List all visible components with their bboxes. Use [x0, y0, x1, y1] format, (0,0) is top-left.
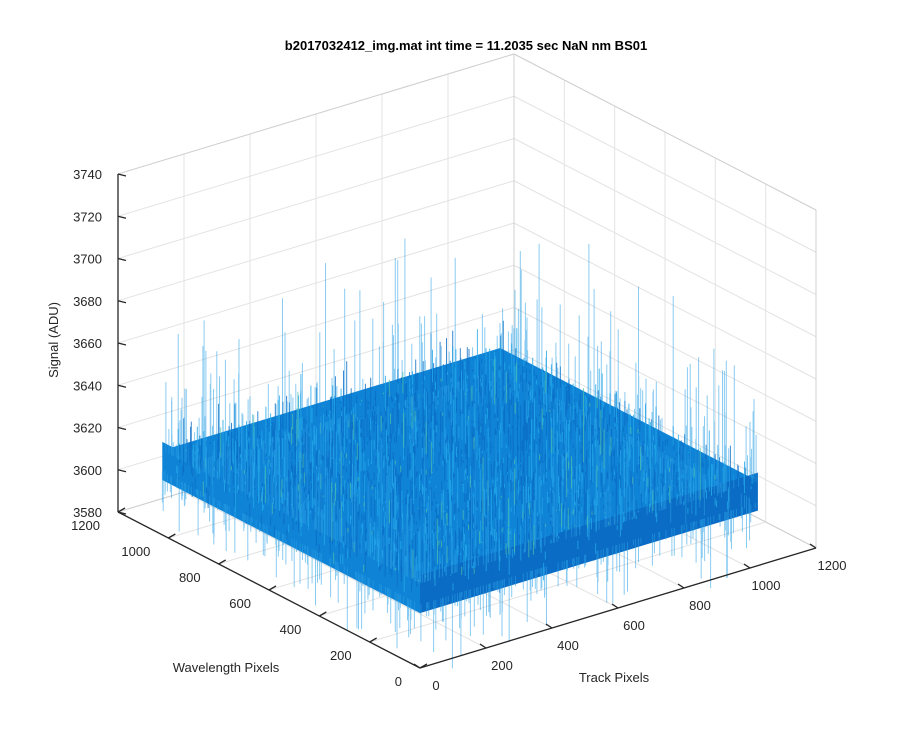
right-wall-grid-line	[513, 264, 817, 422]
y-tick-mark	[168, 533, 176, 539]
axes	[117, 173, 817, 669]
z-tick-mark	[117, 384, 127, 388]
z-tick-label: 3620	[73, 421, 102, 436]
surface-spikes	[161, 238, 757, 669]
y-tick-mark	[268, 585, 277, 591]
back-wall-grid-line	[117, 264, 515, 386]
z-tick-label: 3640	[73, 378, 102, 393]
y-axis-label: Wavelength Pixels	[173, 660, 280, 675]
x-tick-label: 400	[557, 638, 579, 653]
z-tick-label: 3580	[73, 505, 102, 520]
chart-title: b2017032412_img.mat int time = 11.2035 s…	[285, 38, 647, 53]
box-edge	[513, 53, 817, 211]
z-tick-label: 3720	[73, 209, 102, 224]
z-tick-mark	[117, 469, 127, 473]
z-tick-mark	[117, 511, 127, 515]
back-wall-grid-line	[117, 180, 515, 302]
back-wall-grid-line	[117, 95, 515, 217]
y-tick-mark	[218, 559, 226, 565]
right-wall-grid-line	[513, 222, 817, 380]
z-axis-label: Signal (ADU)	[46, 302, 61, 378]
y-tick-mark	[319, 611, 327, 617]
z-tick-mark	[117, 426, 127, 431]
z-tick-mark	[117, 257, 127, 262]
y-tick-mark	[117, 507, 126, 513]
surface	[161, 238, 758, 669]
z-tick-label: 3740	[73, 167, 102, 182]
y-tick-label: 600	[229, 596, 251, 611]
x-tick-mark	[809, 543, 817, 549]
z-tick-label: 3680	[73, 294, 102, 309]
y-tick-label: 1000	[121, 544, 150, 559]
back-wall-grid-line	[117, 307, 515, 428]
z-tick-label: 3600	[73, 463, 102, 478]
x-tick-mark	[413, 663, 421, 669]
box-edge	[117, 53, 515, 175]
z-tick-mark	[117, 342, 127, 346]
z-tick-mark	[117, 215, 127, 219]
right-wall-grid-line	[513, 180, 817, 338]
y-tick-mark	[369, 637, 377, 643]
x-tick-label: 1000	[752, 578, 781, 593]
tick-labels: 0 200 400 600 800 1000 1200 0 200 400 600 800 1000 12…	[71, 167, 846, 693]
x-tick-mark	[743, 563, 751, 569]
x-tick-label: 0	[432, 678, 439, 693]
right-wall-grid-line	[513, 95, 817, 253]
x-tick-label: 600	[623, 618, 645, 633]
y-tick-label: 400	[280, 622, 302, 637]
x-axis-label: Track Pixels	[579, 670, 650, 685]
right-wall-grid-line	[513, 349, 817, 507]
x-tick-mark	[677, 583, 685, 589]
y-tick-label: 1200	[71, 518, 100, 533]
x-tick-mark	[611, 603, 619, 609]
x-tick-label: 200	[491, 658, 513, 673]
surface-front-y	[162, 441, 420, 614]
back-wall-grid-line	[117, 222, 515, 344]
y-tick-mark	[419, 663, 428, 669]
y-tick-label: 800	[179, 570, 201, 585]
x-tick-mark	[479, 643, 487, 649]
z-tick-mark	[117, 173, 127, 177]
x-tick-label: 800	[689, 598, 711, 613]
right-wall-grid-line	[513, 307, 817, 464]
z-tick-label: 3660	[73, 336, 102, 351]
right-wall-grid-line	[513, 138, 817, 295]
y-tick-label: 200	[330, 648, 352, 663]
z-tick-label: 3700	[73, 252, 102, 267]
x-tick-mark	[545, 623, 553, 629]
back-wall-grid-line	[117, 138, 515, 259]
x-tick-label: 1200	[818, 558, 847, 573]
y-tick-label: 0	[395, 674, 402, 689]
z-tick-mark	[117, 300, 127, 304]
